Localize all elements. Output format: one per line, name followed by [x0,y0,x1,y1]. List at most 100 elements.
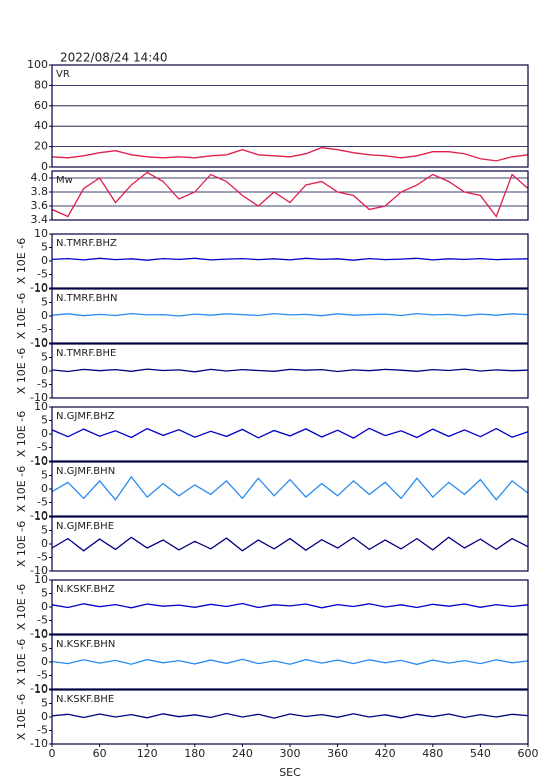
y-tick-label: 3.8 [31,185,49,198]
panel-frame [51,689,529,745]
y-tick-label: -10 [30,737,48,750]
panel-label: N.KSKF.BHZ [56,584,115,595]
y-tick-label: 10 [34,628,48,641]
x-tick-label: 480 [422,747,443,760]
panel-frame [51,516,529,572]
x-tick-label: 540 [470,747,491,760]
panel-frame [51,233,529,289]
panel-frame [51,406,529,462]
y-tick-label: -10 [30,454,48,467]
trace-line [51,602,529,609]
y-axis-label: X 10E -6 [15,238,28,284]
panel-frame [51,634,529,690]
y-tick-label: 10 [34,455,48,468]
panel-frame [51,461,529,517]
y-tick-label: 60 [34,99,48,112]
y-tick-label: -5 [37,496,48,509]
y-tick-label: 5 [41,587,48,600]
y-axis-label: X 10E -6 [15,584,28,630]
y-tick-label: -10 [30,281,48,294]
panel-label: N.GJMF.BHE [56,521,114,532]
x-tick-label: 600 [518,747,539,760]
x-tick-label: 120 [137,747,158,760]
x-tick-label: 180 [184,747,205,760]
y-tick-label: -5 [37,724,48,737]
trace-line [51,658,529,666]
trace-line [51,536,529,552]
trace-line [51,146,529,162]
y-tick-label: 100 [27,58,48,71]
y-tick-label: 80 [34,78,48,91]
y-tick-label: 3.6 [31,199,49,212]
y-tick-label: 5 [41,414,48,427]
x-tick-label: 420 [375,747,396,760]
y-tick-label: 5 [41,642,48,655]
y-tick-label: 4.0 [31,171,49,184]
panel-label: N.TMRF.BHN [56,293,118,304]
x-tick-label: 240 [232,747,253,760]
y-tick-label: 10 [34,337,48,350]
y-tick-label: 5 [41,697,48,710]
y-tick-label: 10 [34,683,48,696]
panel-frame [51,343,529,399]
y-tick-label: 10 [34,510,48,523]
trace-line [51,475,529,501]
y-tick-label: -10 [30,564,48,577]
y-axis-label: X 10E -6 [15,348,28,394]
y-tick-label: 0 [41,655,48,668]
y-tick-label: 5 [41,241,48,254]
y-axis-label: X 10E -6 [15,293,28,339]
y-tick-label: 40 [34,119,48,132]
trace-line [51,427,529,439]
y-tick-label: 0 [41,309,48,322]
y-tick-label: -5 [37,551,48,564]
y-tick-label: -5 [37,669,48,682]
y-tick-label: 0 [41,710,48,723]
y-tick-label: -10 [30,509,48,522]
y-tick-label: 0 [41,537,48,550]
x-tick-label: 60 [93,747,107,760]
y-tick-label: 0 [41,364,48,377]
y-tick-label: 0 [41,427,48,440]
panel-frame [51,170,529,221]
y-tick-label: -5 [37,614,48,627]
y-tick-label: 10 [34,282,48,295]
y-tick-label: 5 [41,351,48,364]
y-tick-label: 10 [34,573,48,586]
y-tick-label: -5 [37,378,48,391]
y-tick-label: -10 [30,682,48,695]
trace-line [51,171,529,218]
y-tick-label: 5 [41,469,48,482]
y-tick-label: -10 [30,336,48,349]
panel-frame [51,288,529,344]
panel-label: VR [56,69,70,80]
panel-label: Mw [56,175,73,186]
y-tick-label: 20 [34,140,48,153]
x-axis-label: SEC [279,766,301,779]
y-tick-label: 0 [41,254,48,267]
y-tick-label: 0 [41,482,48,495]
panel-label: N.TMRF.BHZ [56,238,117,249]
panel-frame [51,579,529,635]
y-tick-label: 0 [41,600,48,613]
y-axis-label: X 10E -6 [15,411,28,457]
panel-frame [51,64,529,168]
panel-label: N.GJMF.BHZ [56,411,115,422]
y-tick-label: -5 [37,323,48,336]
y-tick-label: 0 [41,160,48,173]
trace-line [51,312,529,317]
y-axis-label: X 10E -6 [15,694,28,740]
y-tick-label: 5 [41,296,48,309]
y-tick-label: 10 [34,227,48,240]
trace-line [51,368,529,373]
y-tick-label: -10 [30,391,48,404]
panel-label: N.KSKF.BHE [56,694,114,705]
panel-label: N.GJMF.BHN [56,466,115,477]
panel-label: N.TMRF.BHE [56,348,116,359]
x-tick-label: 0 [49,747,56,760]
y-tick-label: 5 [41,524,48,537]
y-axis-label: X 10E -6 [15,639,28,685]
chart-title: 2022/08/24 14:40 [60,51,168,65]
x-tick-label: 360 [327,747,348,760]
